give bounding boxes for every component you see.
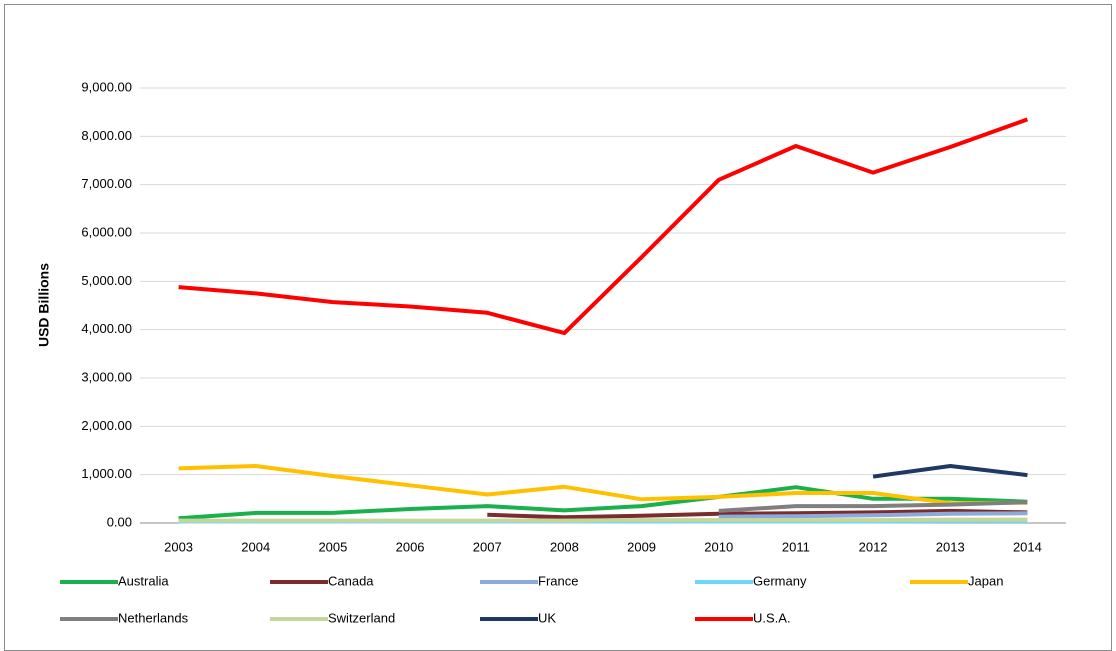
x-tick-label: 2013 — [936, 539, 965, 554]
x-tick-label: 2005 — [318, 539, 347, 554]
x-tick-label: 2008 — [550, 539, 579, 554]
legend-label: Japan — [968, 573, 1003, 588]
legend-label: Netherlands — [118, 610, 189, 625]
y-tick-label: 9,000.00 — [81, 79, 132, 94]
series-line — [178, 485, 1028, 521]
x-tick-label: 2010 — [704, 539, 733, 554]
legend-label: France — [538, 573, 578, 588]
x-tick-label: 2006 — [396, 539, 425, 554]
y-tick-label: 1,000.00 — [81, 466, 132, 481]
x-tick-label: 2004 — [241, 539, 270, 554]
y-tick-label: 4,000.00 — [81, 321, 132, 336]
series-line — [487, 508, 1028, 520]
y-tick-label: 0.00 — [107, 514, 132, 529]
legend-label: Australia — [118, 573, 169, 588]
series-line — [178, 464, 1028, 506]
legend-label: Canada — [328, 573, 374, 588]
y-tick-label: 2,000.00 — [81, 418, 132, 433]
x-tick-label: 2009 — [627, 539, 656, 554]
y-tick-label: 5,000.00 — [81, 273, 132, 288]
series-line — [718, 511, 1028, 519]
series-line — [872, 464, 1028, 479]
chart-frame — [4, 4, 1112, 651]
legend-label: UK — [538, 610, 556, 625]
legend-label: Germany — [753, 573, 807, 588]
y-axis-label: USD Billions — [36, 263, 52, 347]
y-tick-label: 6,000.00 — [81, 224, 132, 239]
legend-label: U.S.A. — [753, 610, 791, 625]
legend-label: Switzerland — [328, 610, 395, 625]
x-tick-label: 2011 — [782, 539, 810, 554]
series-line — [178, 117, 1029, 336]
y-tick-label: 7,000.00 — [81, 176, 132, 191]
y-tick-label: 3,000.00 — [81, 369, 132, 384]
x-tick-label: 2007 — [473, 539, 502, 554]
y-tick-label: 8,000.00 — [81, 128, 132, 143]
series-line — [178, 517, 1028, 523]
x-tick-label: 2014 — [1013, 539, 1042, 554]
series-line — [718, 500, 1028, 513]
x-tick-label: 2003 — [164, 539, 193, 554]
x-tick-label: 2012 — [859, 539, 888, 554]
